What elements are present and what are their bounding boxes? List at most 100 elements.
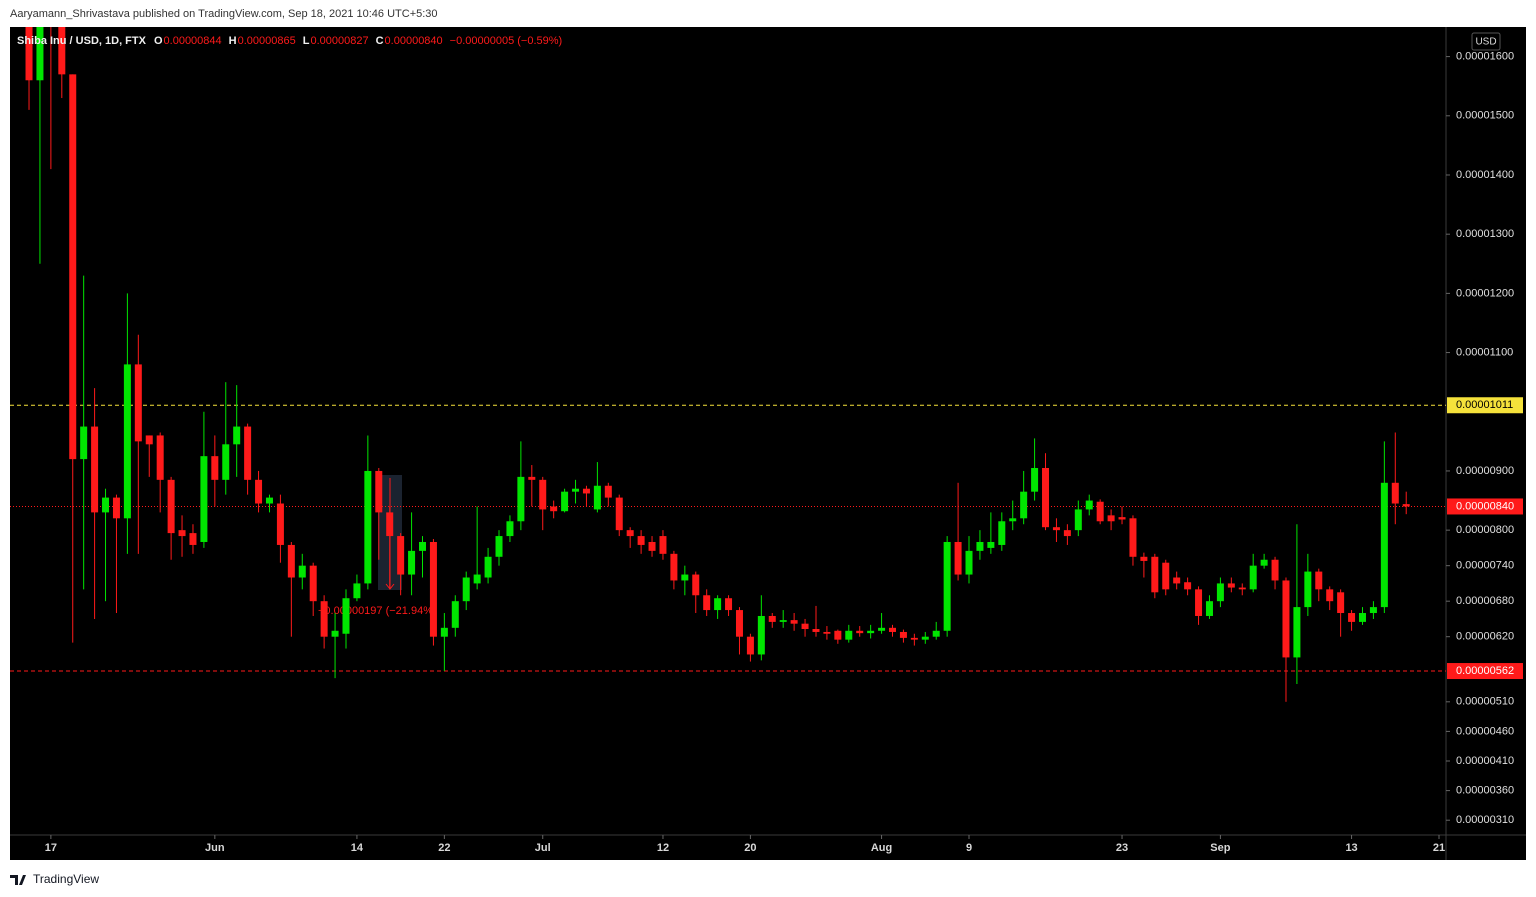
candle-body xyxy=(965,550,973,575)
candle-body xyxy=(1304,571,1312,608)
candle-body xyxy=(233,426,241,445)
currency-label[interactable]: USD xyxy=(1475,37,1496,48)
candle-body xyxy=(58,27,66,75)
candle-body xyxy=(1216,583,1224,602)
brand-name: TradingView xyxy=(33,872,99,886)
candle-body xyxy=(397,536,405,575)
y-tick-label: 0.00000740 xyxy=(1456,560,1514,572)
y-tick-label: 0.00001500 xyxy=(1456,110,1514,122)
candle-body xyxy=(353,583,361,599)
candle-body xyxy=(626,530,634,537)
candle-body xyxy=(823,631,831,634)
candle-body xyxy=(145,435,153,445)
candle-body xyxy=(845,630,853,640)
brand-logo: TradingView xyxy=(10,872,99,886)
candle-body xyxy=(1107,515,1115,522)
candle-body xyxy=(309,565,317,602)
y-tick-label: 0.00000410 xyxy=(1456,755,1514,767)
candle-body xyxy=(714,598,722,611)
plot-area: −0.00000197 (−21.94%) xyxy=(10,27,1446,702)
candle-body xyxy=(1391,482,1399,504)
candle-body xyxy=(69,74,77,460)
candle-body xyxy=(954,541,962,575)
candle-body xyxy=(484,556,492,578)
candle-body xyxy=(746,636,754,655)
candle-body xyxy=(506,521,514,537)
x-tick-label: Aug xyxy=(871,842,892,854)
legend-key: H xyxy=(229,35,237,47)
candle-body xyxy=(703,595,711,611)
candle-body xyxy=(539,479,547,510)
candle-body xyxy=(659,536,667,554)
candle-body xyxy=(1042,467,1050,528)
candle-body xyxy=(1173,577,1181,584)
candle-body xyxy=(812,629,820,632)
y-tick-label: 0.00000620 xyxy=(1456,631,1514,643)
y-tick-label: 0.00000510 xyxy=(1456,696,1514,708)
candle-body xyxy=(1052,527,1060,531)
candle-body xyxy=(200,456,208,542)
candle-body xyxy=(561,491,569,512)
currency-button[interactable] xyxy=(1471,32,1501,51)
candle-body xyxy=(451,601,459,628)
candle-body xyxy=(1205,601,1213,616)
x-tick-label: 12 xyxy=(657,842,669,854)
candle-body xyxy=(276,503,284,545)
legend-key: O xyxy=(154,35,163,47)
candle-body xyxy=(91,426,99,513)
candle-body xyxy=(1315,571,1323,590)
legend: Shiba Inu / USD, 1D, FTX O 0.00000844 H 0.00… xyxy=(17,35,562,47)
y-tick-label: 0.00001300 xyxy=(1456,228,1514,240)
legend-value: 0.00000827 xyxy=(310,35,368,47)
byline: Aaryamann_Shrivastava published on Tradi… xyxy=(10,8,438,20)
candle-body xyxy=(1118,517,1126,520)
candle-body xyxy=(790,620,798,624)
x-tick-label: 22 xyxy=(438,842,450,854)
price-level-label: 0.00000562 xyxy=(1456,665,1514,677)
candle-body xyxy=(189,533,197,545)
candle-body xyxy=(255,479,263,504)
candle-body xyxy=(517,476,525,522)
candle-body xyxy=(167,479,175,534)
y-tick-label: 0.00001400 xyxy=(1456,169,1514,181)
candle-body xyxy=(1271,559,1279,581)
candle-body xyxy=(25,27,33,81)
y-tick-label: 0.00001600 xyxy=(1456,51,1514,63)
x-tick-label: 9 xyxy=(966,842,972,854)
candle-body xyxy=(998,521,1006,545)
candle-body xyxy=(1348,613,1356,622)
candle-body xyxy=(648,541,656,551)
candle-body xyxy=(801,623,809,630)
candle-body xyxy=(1227,583,1235,588)
x-tick-label: Sep xyxy=(1210,842,1230,854)
candle-body xyxy=(222,444,230,480)
candle-body xyxy=(768,615,776,622)
candle-body xyxy=(1074,509,1082,531)
candle-body xyxy=(156,435,164,480)
candle-body xyxy=(331,630,339,637)
candle-body xyxy=(856,630,864,634)
candle-body xyxy=(681,574,689,581)
x-tick-label: 13 xyxy=(1345,842,1357,854)
candle-body xyxy=(1085,500,1093,510)
x-tick-label: 17 xyxy=(45,842,57,854)
candle-body xyxy=(134,364,142,442)
price-level-label: 0.00001011 xyxy=(1456,399,1513,411)
candle-body xyxy=(265,497,273,504)
candle-body xyxy=(1184,582,1192,590)
candle-body xyxy=(1293,607,1301,658)
candle-body xyxy=(1140,556,1148,561)
candle-body xyxy=(1063,530,1071,537)
candle-body xyxy=(1151,556,1159,593)
candle-body xyxy=(910,637,918,640)
y-tick-label: 0.00001100 xyxy=(1456,346,1513,358)
candle-body xyxy=(429,541,437,637)
candle-body xyxy=(615,497,623,531)
price-level-badge xyxy=(1447,397,1523,414)
legend-value: 0.00000840 xyxy=(385,35,443,47)
candle-body xyxy=(1238,587,1246,590)
candle-body xyxy=(1282,580,1290,658)
candle-body xyxy=(670,553,678,581)
candle-body xyxy=(123,364,131,519)
